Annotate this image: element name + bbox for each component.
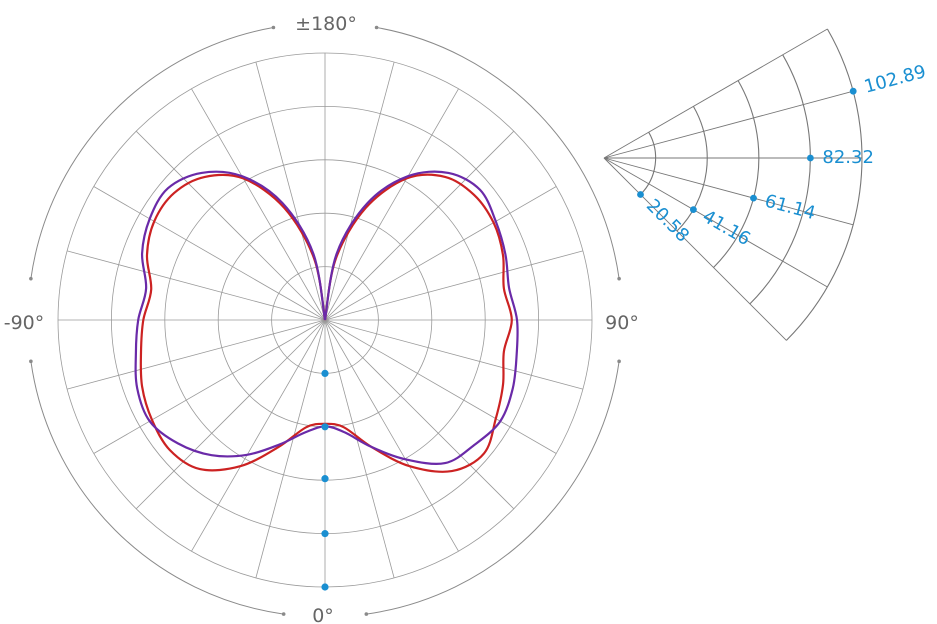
fan-spoke bbox=[603, 90, 854, 159]
angle-label-right: 90° bbox=[605, 312, 639, 334]
radial-axis-dot-5 bbox=[321, 583, 329, 591]
scale-tick-label-2: 41.16 bbox=[699, 206, 754, 250]
scale-tick-dot-5 bbox=[849, 87, 857, 95]
grid-spoke bbox=[191, 319, 326, 552]
scale-tick-dot-3 bbox=[750, 194, 757, 202]
radial-axis-dot-4 bbox=[321, 530, 329, 538]
scale-tick-label-3: 61.14 bbox=[763, 191, 818, 225]
outer-arc-dot bbox=[29, 359, 33, 364]
outer-arc-dot bbox=[374, 25, 379, 30]
grid-spoke bbox=[135, 130, 326, 321]
outer-arc-dot bbox=[271, 25, 276, 30]
outer-arc-dot bbox=[364, 612, 369, 616]
radial-axis-dot-2 bbox=[321, 423, 329, 431]
angle-label-bottom: 0° bbox=[312, 605, 334, 624]
outer-arc-dot bbox=[281, 612, 286, 616]
outer-arc-dot bbox=[617, 359, 621, 364]
grid-spoke bbox=[324, 250, 584, 321]
grid-spoke bbox=[66, 250, 326, 321]
grid-spoke bbox=[93, 319, 326, 454]
grid-spoke bbox=[324, 88, 459, 321]
scale-tick-dot-1 bbox=[637, 191, 644, 198]
outer-angle-arcs bbox=[29, 25, 621, 616]
grid-spoke bbox=[255, 61, 326, 321]
fan-spoke bbox=[603, 157, 787, 341]
fan-ring bbox=[786, 28, 863, 341]
grid-spoke bbox=[66, 319, 326, 390]
outer-arc bbox=[30, 361, 284, 615]
grid-spoke bbox=[324, 319, 557, 454]
grid-spoke bbox=[324, 319, 395, 579]
radial-axis-dot-3 bbox=[321, 475, 329, 483]
scale-tick-dot-4 bbox=[807, 154, 814, 162]
outer-arc bbox=[30, 27, 274, 279]
outer-arc bbox=[376, 27, 620, 279]
grid-spoke bbox=[324, 130, 515, 321]
outer-arc-dot bbox=[617, 276, 621, 281]
fan-ring bbox=[749, 54, 811, 305]
grid-spoke bbox=[191, 88, 326, 321]
grid-spoke bbox=[324, 61, 395, 321]
scale-tick-label-5: 102.89 bbox=[862, 61, 928, 98]
radial-axis-dots bbox=[321, 369, 329, 591]
fan-ring bbox=[713, 80, 760, 268]
angle-label-top: ±180° bbox=[295, 13, 357, 35]
grid-spoke bbox=[135, 319, 326, 510]
fan-spoke bbox=[603, 157, 828, 288]
grid-spoke bbox=[324, 319, 459, 552]
fan-spoke bbox=[603, 157, 854, 226]
grid-spoke bbox=[93, 186, 326, 321]
grid-spoke bbox=[324, 319, 584, 390]
grid-spoke bbox=[324, 319, 515, 510]
scale-tick-label-4: 82.32 bbox=[822, 147, 874, 168]
fan-ring bbox=[640, 131, 657, 195]
fan-spoke bbox=[603, 28, 828, 159]
grid-spoke bbox=[255, 319, 326, 579]
fan-ring bbox=[676, 106, 708, 232]
angle-label-left: -90° bbox=[4, 312, 45, 334]
radial-axis-dot-1 bbox=[321, 369, 329, 378]
grid-spoke bbox=[324, 186, 557, 321]
outer-arc bbox=[366, 361, 620, 615]
scale-tick-dot-2 bbox=[690, 206, 697, 214]
outer-arc-dot bbox=[29, 276, 33, 281]
